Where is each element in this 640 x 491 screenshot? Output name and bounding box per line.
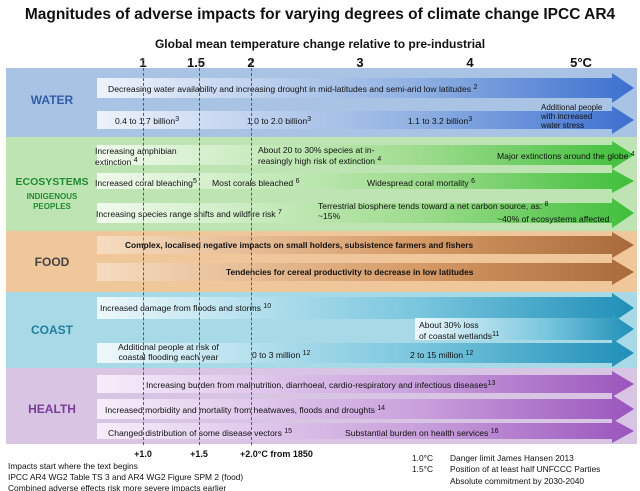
water-impact-2c: 1.1 to 3.2 billion3 [408,116,473,126]
bottom-label-2-0: +2.0°C from 1850 [240,449,313,459]
food-label: FOOD [34,255,70,269]
coast-impact-3b: 0 to 3 million 12 [252,350,311,360]
eco-impact-3b: Terrestrial biosphere tends toward a net… [318,201,549,211]
arrow-coast-1 [97,293,634,323]
eco-impact-2b: Most corals bleached 6 [212,178,300,188]
arrow-eco-3 [97,198,634,228]
threshold-line-2-0 [251,58,252,445]
eco-impact-1c: Major extinctions around the globe 4 [497,151,635,161]
footnote-left-2: IPCC AR4 WG2 Table TS 3 and AR4 WG2 Figu… [8,472,244,482]
arrow-health-3 [97,419,634,443]
health-impact-3b: Substantial burden on health services 16 [345,428,499,438]
eco-impact-2c: Widespread coral mortality 6 [367,178,476,188]
eco-impact-3c: ~15% [318,211,341,221]
water-label: WATER [30,93,74,107]
axis-title: Global mean temperature change relative … [154,37,486,51]
health-impact-2: Increased morbidity and mortality from h… [105,405,386,415]
arrow-coast-3 [97,339,634,367]
water-impact-2d: Additional people with increased water str… [541,103,603,130]
threshold-line-1-5 [199,58,200,445]
tick-4: 4 [466,55,474,70]
footnote-right-3: Absolute commitment by 2030-2040 [450,476,585,486]
threshold-line-1-0 [143,58,144,445]
arrow-eco-2 [97,169,634,193]
water-impact-1: Decreasing water availability and increa… [108,84,478,94]
bottom-label-1-5: +1.5 [190,449,208,459]
food-impact-1: Complex, localised negative impacts on s… [125,240,474,250]
footnote-left-3: Combined adverse effects risk more sever… [8,483,227,491]
bottom-label-1-0: +1.0 [134,449,152,459]
arrow-health-2 [97,395,634,423]
eco-impact-3a: Increasing species range shifts and wild… [96,209,282,219]
eco-impact-2a: Increased coral bleaching5 [95,178,197,188]
health-impact-3a: Changed distribution of some disease vec… [108,428,293,438]
coast-impact-3c: 2 to 15 million 12 [410,350,474,360]
ecosystems-label: ECOSYSTEMS [15,176,89,188]
figure-title: Magnitudes of adverse impacts for varyin… [24,6,616,23]
eco-impact-3d: ~40% of ecosystems affected [497,214,610,224]
water-impact-2a: 0.4 to 1.7 billion3 [115,116,180,126]
footnote-right-1b: Danger limit James Hansen 2013 [450,453,574,463]
arrow-health-1 [97,371,634,397]
arrow-water-1 [97,73,634,103]
tick-3: 3 [356,55,364,70]
eco-impact-1a: Increasing amphibian extinction 4 [95,146,177,167]
tick-5: 5°C [570,55,592,70]
arrow-food-1 [97,232,634,258]
footnote-left-1: Impacts start where the text begins [8,461,138,471]
arrow-coast-2 [415,314,634,344]
footnote-right-2b: Position of at least half UNFCCC Parties [450,464,601,474]
food-impact-2: Tendencies for cereal productivity to de… [226,267,474,277]
footnote-right-1a: 1.0°C [412,453,434,463]
health-label: HEALTH [28,402,76,416]
coast-impact-2: About 30% loss of coastal wetlands11 [419,320,500,341]
coast-impact-1: Increased damage from floods and storms … [100,303,272,313]
arrow-eco-1 [97,141,634,169]
footnote-right-2a: 1.5°C [412,464,434,474]
coast-impact-3a: Additional people at risk of coastal floo… [118,342,219,362]
tick-1-5: 1.5 [186,55,206,70]
coast-label: COAST [31,323,73,337]
indigenous-label: INDIGENOUS PEOPLES [26,192,78,211]
arrow-water-2 [97,106,634,134]
health-impact-1: Increasing burden from malnutrition, dia… [146,380,496,390]
water-impact-2b: 1.0 to 2.0 billion3 [247,116,312,126]
arrow-food-2 [97,259,634,285]
eco-impact-1b: About 20 to 30% species at in-reasingly … [258,145,382,166]
